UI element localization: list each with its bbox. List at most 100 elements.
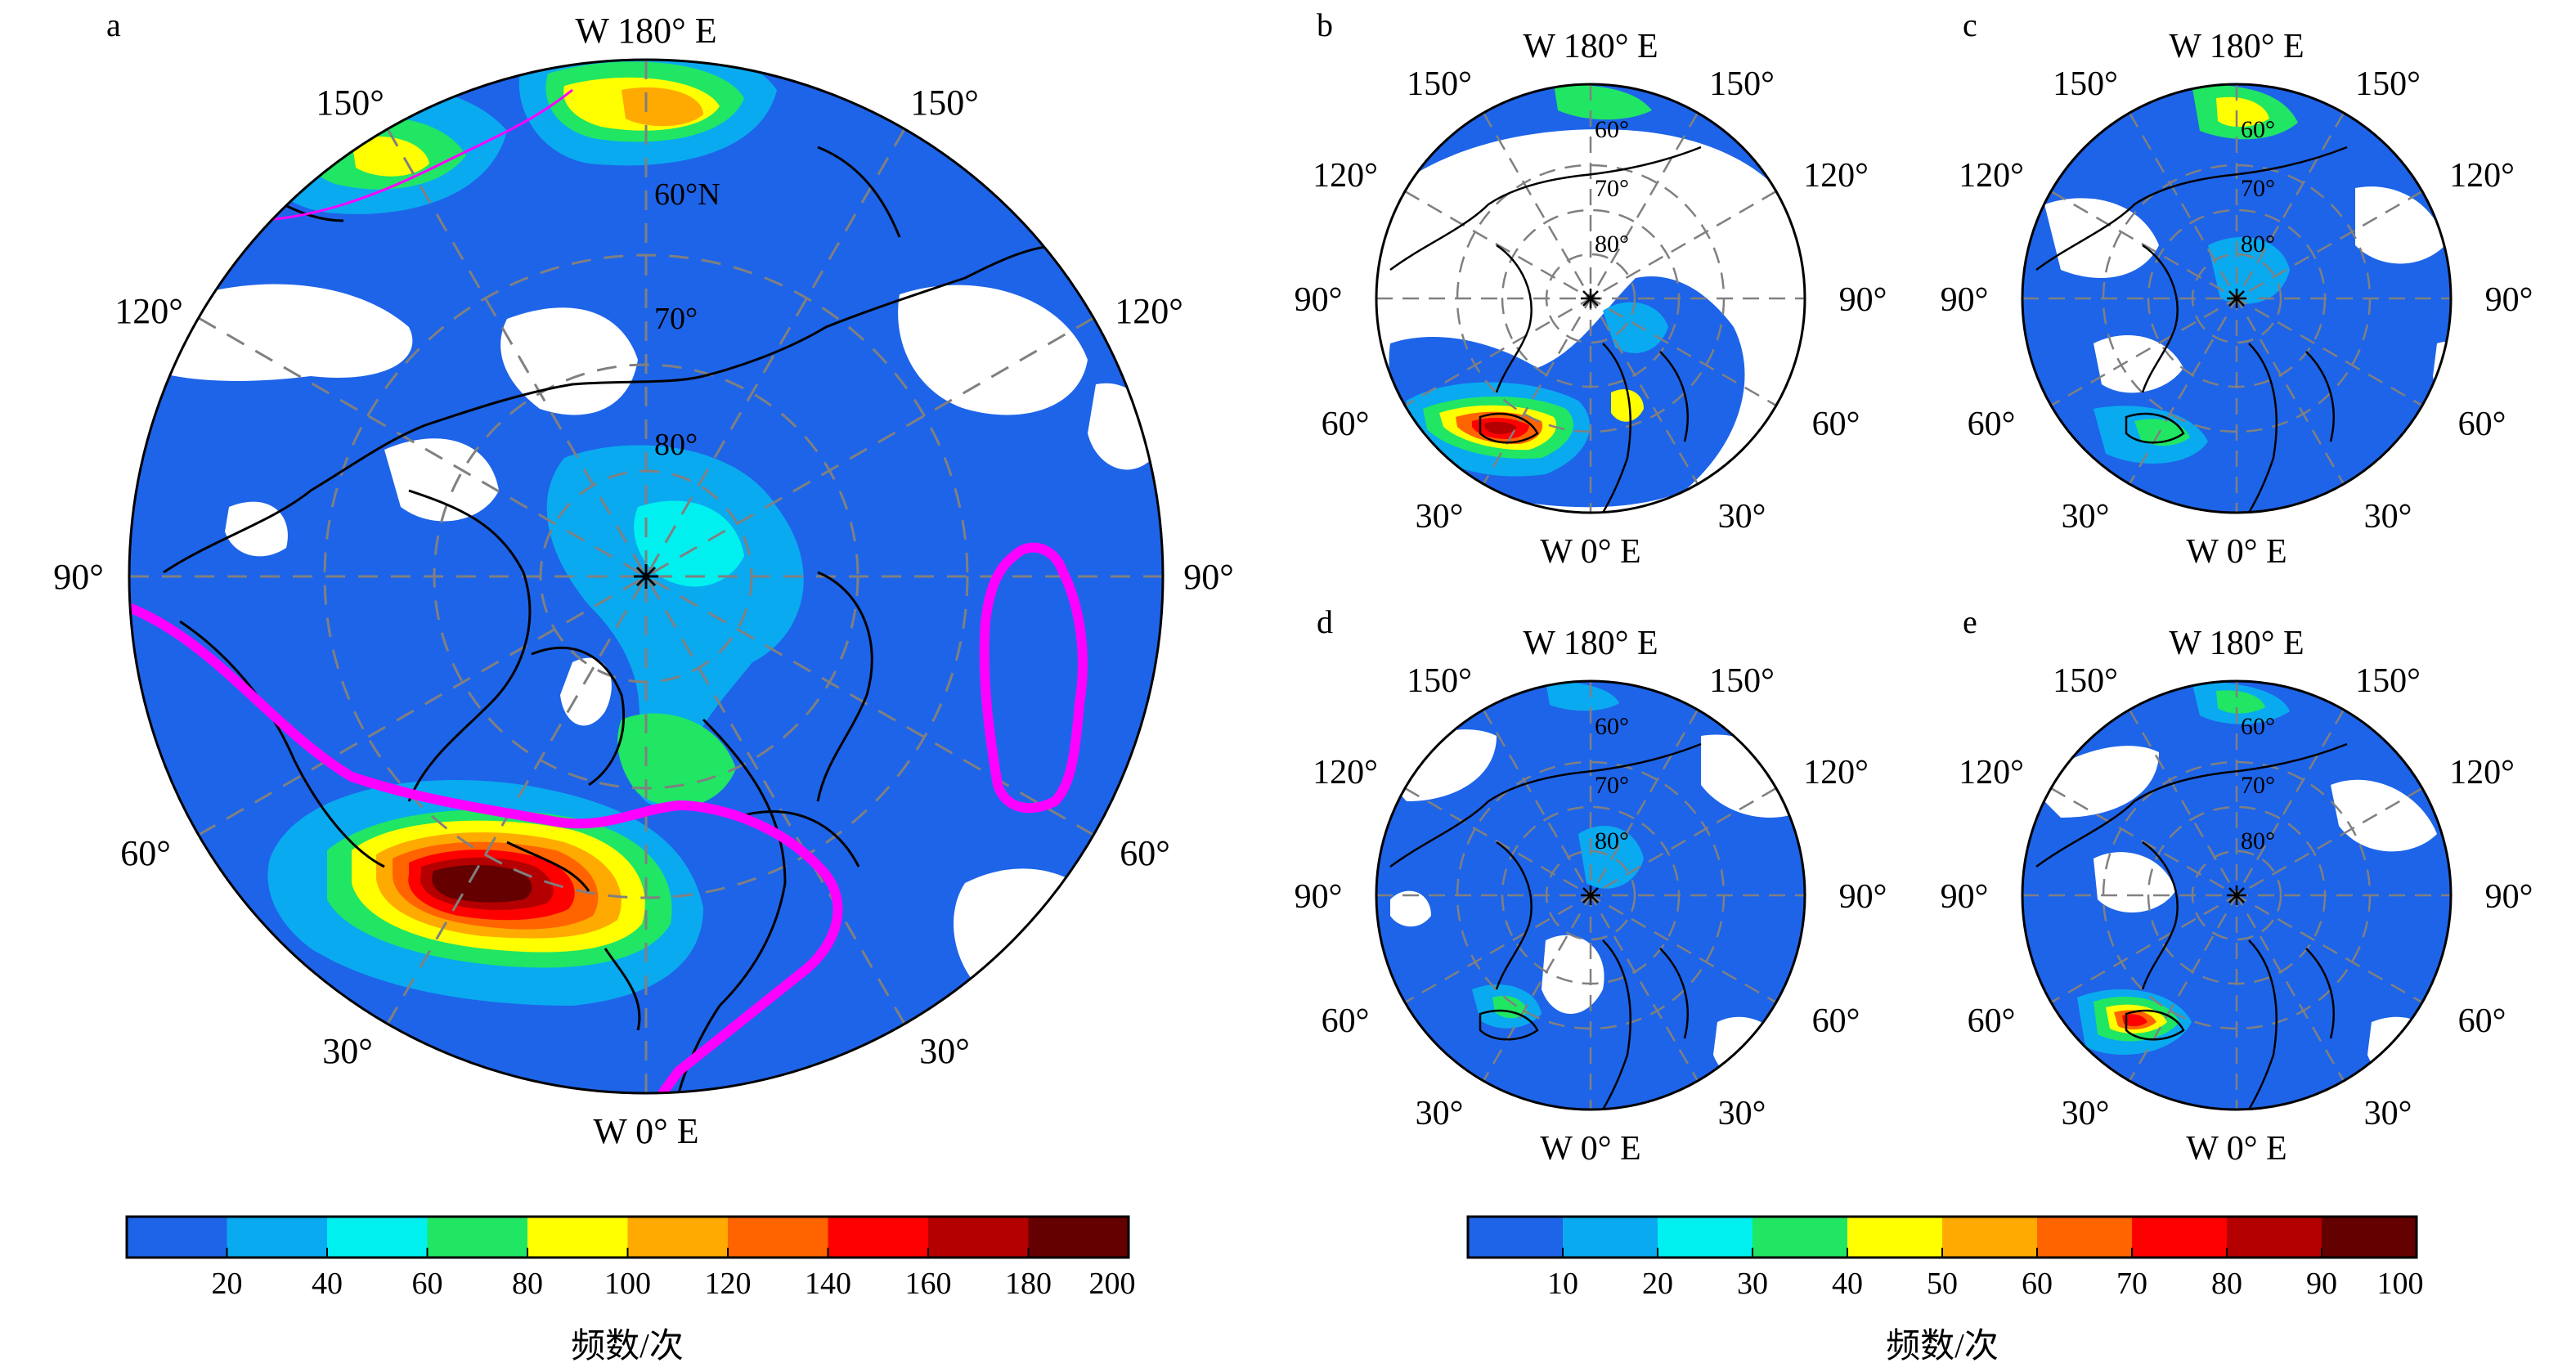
lon-label-90e: 90° bbox=[2485, 878, 2533, 916]
lon-label-30e: 30° bbox=[1718, 1095, 1766, 1132]
colorbar-left-cell-6 bbox=[627, 1217, 729, 1258]
bottom-longitude-label: W 0° E bbox=[2186, 533, 2287, 571]
colorbar-right-tick-label: 80 bbox=[2211, 1267, 2242, 1301]
lat-label-70: 70° bbox=[1595, 772, 1629, 799]
panel-letter-d: d bbox=[1317, 603, 1333, 640]
lon-label-150w: 150° bbox=[2053, 662, 2118, 700]
lon-label-90e: 90° bbox=[1839, 878, 1887, 916]
colorbar-left-cell-4 bbox=[427, 1217, 528, 1258]
panel-letter-b: b bbox=[1317, 7, 1333, 43]
panel-c: c W 180° E W 0° E 150° 120° 90° 60° 30° … bbox=[1941, 7, 2533, 571]
magenta-contour-a bbox=[129, 542, 1088, 1093]
coastlines-c bbox=[2035, 146, 2348, 513]
map-field-a bbox=[129, 60, 1163, 1093]
lon-label-120w: 120° bbox=[1313, 754, 1378, 791]
lon-label-150e: 150° bbox=[2355, 65, 2421, 103]
colorbar-right-cell-9 bbox=[2227, 1217, 2322, 1258]
lon-label-30w: 30° bbox=[322, 1031, 373, 1071]
lon-label-90w: 90° bbox=[1941, 281, 1989, 319]
lon-label-120w: 120° bbox=[1959, 754, 2024, 791]
lon-label-60w: 60° bbox=[1968, 406, 2016, 443]
colorbar-left-tick-label: 140 bbox=[805, 1267, 851, 1301]
colorbar-right: 10 20 30 40 50 60 70 80 90 100 频数/次 bbox=[1466, 1215, 2424, 1365]
lat-label-70: 70° bbox=[2241, 175, 2275, 202]
map-border-c bbox=[2021, 83, 2453, 514]
colorbar-left-cell-3 bbox=[327, 1217, 428, 1258]
lon-label-60e: 60° bbox=[2458, 406, 2506, 443]
colorbar-right-cell-10 bbox=[2322, 1217, 2417, 1258]
colorbar-right-tick-label: 10 bbox=[1547, 1267, 1578, 1301]
lat-label-70: 70° bbox=[1595, 175, 1629, 202]
colorbar-right-tick-label: 20 bbox=[1642, 1267, 1673, 1301]
coastlines-b bbox=[1389, 146, 1702, 513]
lat-label-60: 60° bbox=[2241, 116, 2275, 143]
lon-label-60e: 60° bbox=[2458, 1002, 2506, 1040]
lat-label-70: 70° bbox=[654, 302, 698, 336]
north-pole-marker bbox=[1581, 289, 1600, 308]
lon-label-150e: 150° bbox=[910, 83, 979, 123]
colorbar-right-cell-6 bbox=[1942, 1217, 2038, 1258]
colorbar-left-tick-label: 20 bbox=[212, 1267, 243, 1301]
bottom-longitude-label: W 0° E bbox=[1540, 1130, 1640, 1168]
colorbar-left-tick-label: 160 bbox=[905, 1267, 952, 1301]
coastlines-d bbox=[1389, 742, 1702, 1110]
lat-label-80: 80° bbox=[1595, 827, 1629, 854]
map-field-c bbox=[2022, 84, 2451, 513]
lat-label-60: 60° bbox=[2241, 713, 2275, 740]
map-field-d bbox=[1376, 681, 1805, 1110]
lon-label-30w: 30° bbox=[2062, 1095, 2110, 1132]
colorbar-left-tick-label: 200 bbox=[1089, 1267, 1136, 1301]
lat-label-60: 60° bbox=[1595, 116, 1629, 143]
bottom-longitude-label: W 0° E bbox=[1540, 533, 1640, 571]
top-longitude-label: W 180° E bbox=[1523, 625, 1658, 662]
lon-label-120e: 120° bbox=[2449, 157, 2515, 195]
lon-label-60w: 60° bbox=[1322, 1002, 1370, 1040]
colorbar-left: 20 40 60 80 100 120 140 160 180 200 频数/次 bbox=[125, 1215, 1136, 1365]
lon-label-30e: 30° bbox=[2364, 1095, 2412, 1132]
top-longitude-label: W 180° E bbox=[1523, 28, 1658, 65]
lon-label-60w: 60° bbox=[1968, 1002, 2016, 1040]
lon-label-30e: 30° bbox=[1718, 498, 1766, 536]
colorbar-left-cell-2 bbox=[227, 1217, 328, 1258]
top-longitude-label: W 180° E bbox=[2169, 28, 2304, 65]
colorbar-left-title: 频数/次 bbox=[571, 1328, 684, 1365]
colorbar-left-cell-1 bbox=[127, 1217, 227, 1258]
colorbar-right-tick-label: 30 bbox=[1737, 1267, 1768, 1301]
colorbar-left-cell-8 bbox=[828, 1217, 929, 1258]
colorbar-right-tick-label: 40 bbox=[1832, 1267, 1863, 1301]
panel-d: d W 180° E W 0° E 150° 120° 90° 60° 30° … bbox=[1295, 603, 1887, 1168]
lon-label-120w: 120° bbox=[1959, 157, 2024, 195]
panel-letter-c: c bbox=[1963, 7, 1977, 43]
lat-label-80: 80° bbox=[2241, 827, 2275, 854]
colorbar-right-cell-3 bbox=[1658, 1217, 1753, 1258]
colorbar-right-cell-8 bbox=[2132, 1217, 2228, 1258]
bottom-longitude-label: W 0° E bbox=[2186, 1130, 2287, 1168]
colorbar-right-cell-5 bbox=[1847, 1217, 1943, 1258]
colorbar-right-tick-label: 100 bbox=[2377, 1267, 2424, 1301]
lon-label-60w: 60° bbox=[1322, 406, 1370, 443]
lon-label-60e: 60° bbox=[1812, 406, 1860, 443]
colorbar-right-tick-label: 70 bbox=[2116, 1267, 2147, 1301]
colorbar-left-cell-10 bbox=[1028, 1217, 1129, 1258]
colorbar-right-tick-label: 50 bbox=[1927, 1267, 1958, 1301]
map-border-b bbox=[1375, 83, 1806, 514]
colorbar-right-cell-2 bbox=[1563, 1217, 1658, 1258]
colorbar-right-tick-label: 60 bbox=[2022, 1267, 2053, 1301]
lat-label-80: 80° bbox=[654, 428, 698, 462]
lon-label-90w: 90° bbox=[1941, 878, 1989, 916]
panel-b: b W 180° E W 0° E 150° 120° 90° 60° 30° … bbox=[1295, 7, 1887, 571]
colorbar-left-tick-label: 120 bbox=[705, 1267, 752, 1301]
lon-label-120e: 120° bbox=[1803, 754, 1869, 791]
colorbar-left-cell-5 bbox=[527, 1217, 628, 1258]
colorbar-left-tick-label: 80 bbox=[512, 1267, 543, 1301]
map-field-b bbox=[1376, 84, 1805, 513]
lon-label-30w: 30° bbox=[1416, 498, 1464, 536]
colorbar-left-tick-label: 40 bbox=[312, 1267, 343, 1301]
lon-label-90e: 90° bbox=[1183, 557, 1234, 597]
lon-label-90w: 90° bbox=[1295, 878, 1343, 916]
colorbar-left-tick-label: 180 bbox=[1005, 1267, 1052, 1301]
lat-label-80: 80° bbox=[1595, 231, 1629, 258]
lon-label-30w: 30° bbox=[2062, 498, 2110, 536]
lon-label-60w: 60° bbox=[120, 833, 171, 873]
